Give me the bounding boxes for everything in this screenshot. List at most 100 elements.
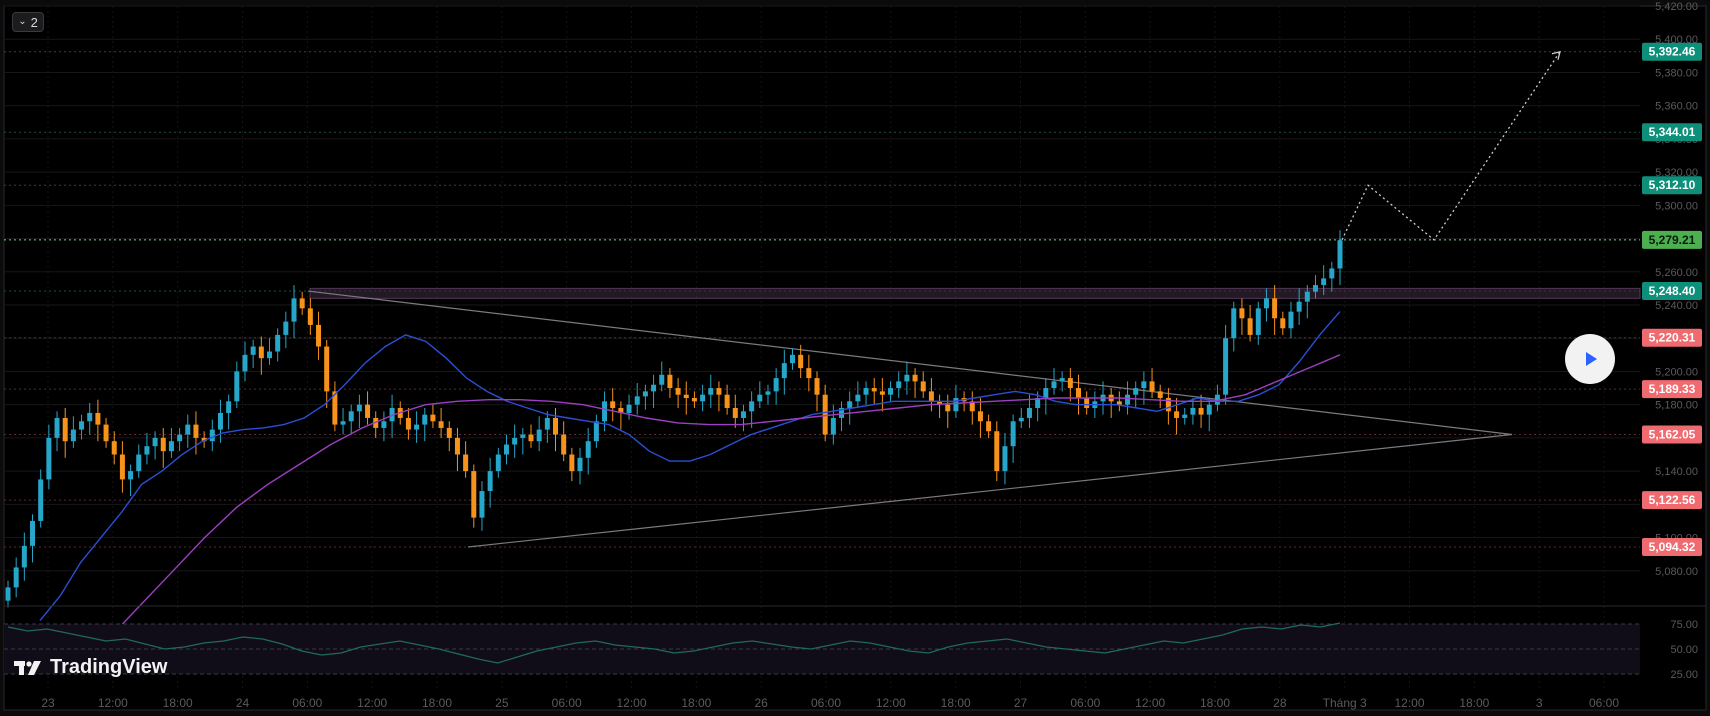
price-level-label: 5,279.21: [1649, 233, 1696, 247]
candle-body: [144, 446, 150, 455]
candle-body: [1231, 308, 1237, 339]
triangle-upper-line: [307, 290, 1513, 436]
ma-slow-line: [109, 354, 1341, 638]
candle-body: [1051, 381, 1057, 389]
candle-body: [553, 417, 559, 435]
price-level-tag: [1642, 282, 1702, 301]
chevron-down-icon: ⌄: [18, 16, 27, 27]
pane-toggle-button[interactable]: ⌄ 2: [12, 12, 44, 32]
candle-body: [667, 374, 673, 389]
candle-body: [1084, 398, 1090, 408]
candle-body: [1018, 417, 1024, 422]
candle-body: [847, 401, 853, 408]
candle-body: [13, 567, 19, 588]
candle-body: [283, 321, 289, 335]
candle-body: [95, 412, 101, 425]
candle-body: [111, 441, 117, 455]
price-level-label: 5,312.10: [1649, 178, 1696, 192]
candle-body: [561, 434, 567, 455]
x-tick-label: 06:00: [811, 696, 841, 710]
y-tick-label: 5,140.00: [1655, 466, 1698, 478]
replay-play-button[interactable]: [1565, 334, 1615, 384]
candle-body: [160, 437, 166, 452]
x-tick-label: 28: [1273, 696, 1287, 710]
candle-body: [1043, 388, 1049, 399]
candle-body: [422, 414, 428, 425]
x-tick-label: 06:00: [1070, 696, 1100, 710]
price-level-tag: [1642, 491, 1702, 510]
candle-body: [602, 401, 608, 422]
x-tick-label: 3: [1536, 696, 1543, 710]
x-tick-label: 06:00: [292, 696, 322, 710]
candle-body: [953, 398, 959, 412]
candle-body: [128, 471, 134, 480]
candle-body: [1076, 388, 1082, 399]
logo-text: TradingView: [50, 656, 168, 678]
candle-body: [103, 424, 109, 442]
x-tick-label: 27: [1014, 696, 1028, 710]
candle-body: [1026, 407, 1032, 418]
price-level-tag: [1642, 176, 1702, 195]
candle-body: [969, 401, 975, 412]
candle-body: [495, 454, 501, 472]
price-level-label: 5,094.32: [1649, 540, 1696, 554]
candle-body: [275, 334, 281, 352]
x-tick-label: 18:00: [681, 696, 711, 710]
candle-body: [5, 587, 11, 601]
candle-body: [855, 394, 861, 402]
candle-body: [1174, 411, 1180, 418]
candle-body: [21, 545, 27, 568]
candle-body: [528, 434, 534, 442]
candle-body: [438, 421, 444, 428]
candle-body: [487, 471, 493, 492]
candle-body: [226, 401, 232, 413]
x-tick-label: 18:00: [1200, 696, 1230, 710]
candle-body: [512, 437, 518, 445]
price-level-label: 5,220.31: [1649, 331, 1696, 345]
candle-body: [1190, 407, 1196, 415]
x-tick-label: 12:00: [98, 696, 128, 710]
candle-body: [1329, 268, 1335, 279]
candle-body: [544, 417, 550, 430]
x-tick-label: 12:00: [1135, 696, 1165, 710]
candle-body: [234, 371, 240, 402]
candle-body: [463, 454, 469, 472]
candle-body: [585, 441, 591, 458]
y-tick-label: 5,200.00: [1655, 366, 1698, 378]
candle-body: [1165, 398, 1171, 412]
candle-body: [659, 374, 665, 385]
candle-body: [365, 404, 371, 418]
x-tick-label: 06:00: [552, 696, 582, 710]
candle-body: [1133, 388, 1139, 395]
candle-body: [168, 441, 174, 452]
candle-body: [54, 417, 60, 438]
candle-body: [1239, 308, 1245, 319]
y-tick-label: 5,180.00: [1655, 400, 1698, 412]
candle-body: [70, 429, 76, 442]
candle-body: [250, 346, 256, 355]
candle-body: [266, 351, 272, 359]
candle-body: [1035, 398, 1041, 408]
candle-body: [201, 437, 207, 442]
candle-body: [888, 388, 894, 395]
chart-frame: [3, 5, 1707, 711]
candle-body: [773, 378, 779, 392]
candle-body: [675, 388, 681, 395]
y-tick-label: 5,380.00: [1655, 67, 1698, 79]
candle-body: [1280, 318, 1286, 329]
candle-body: [1002, 446, 1008, 472]
y-tick-label: 5,420.00: [1655, 1, 1698, 13]
candle-body: [863, 388, 869, 395]
candle-body: [749, 401, 755, 412]
candle-body: [316, 324, 322, 347]
candle-body: [896, 381, 902, 389]
candle-body: [1272, 298, 1278, 319]
candle-body: [209, 429, 215, 442]
candle-body: [340, 421, 346, 425]
x-tick-label: Tháng 3: [1323, 696, 1367, 710]
rsi-tick-label: 75.00: [1670, 619, 1698, 631]
candle-body: [986, 421, 992, 432]
rsi-band: [4, 624, 1640, 674]
rsi-tick-label: 50.00: [1670, 644, 1698, 656]
